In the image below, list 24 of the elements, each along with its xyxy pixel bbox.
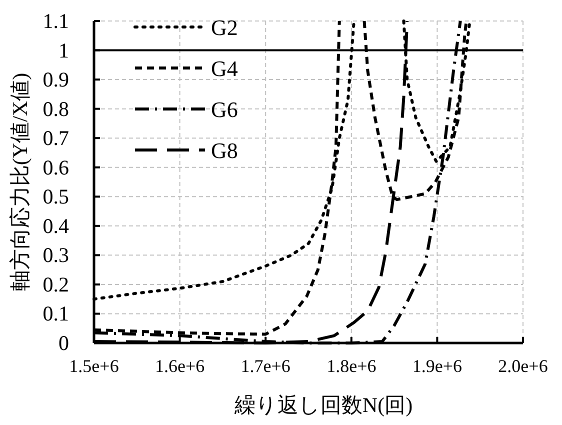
y-tick-label: 0.7 (42, 126, 69, 150)
y-tick-label: 0 (58, 331, 69, 355)
y-tick-label: 0.6 (42, 155, 69, 180)
y-tick-label: 0.3 (42, 243, 69, 268)
y-tick-label: 0.5 (42, 184, 69, 209)
legend-label: G6 (211, 97, 238, 122)
y-tick-label: 0.4 (42, 214, 70, 238)
y-tick-label: 0.2 (42, 272, 69, 296)
y-tick-label: 1 (58, 38, 69, 62)
x-tick-label: 1.5e+6 (69, 356, 119, 376)
x-tick-label: 1.6e+6 (154, 356, 205, 376)
x-tick-label: 2.0e+6 (498, 356, 548, 376)
x-axis-title: 繰り返し回数N(回) (233, 393, 413, 417)
legend-label: G2 (211, 15, 238, 40)
x-tick-label: 1.8e+6 (326, 356, 376, 376)
y-axis-title: 軸方向応力比(Y値/X値) (8, 72, 32, 292)
y-tick-label: 0.1 (42, 302, 69, 326)
y-tick-label: 0.8 (42, 96, 69, 121)
y-tick-label: 1.1 (42, 9, 69, 33)
x-tick-label: 1.7e+6 (240, 356, 290, 376)
x-tick-label: 1.9e+6 (412, 356, 462, 376)
legend-label: G4 (211, 56, 238, 81)
legend-label: G8 (211, 138, 238, 163)
y-tick-label: 0.9 (42, 68, 69, 92)
